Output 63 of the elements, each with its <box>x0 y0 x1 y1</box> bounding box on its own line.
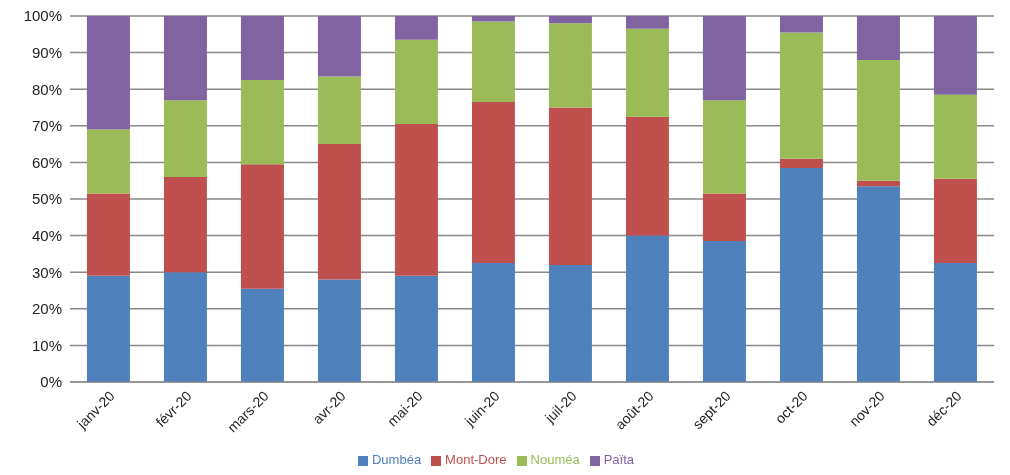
bar <box>933 16 977 95</box>
bar <box>779 158 823 168</box>
bar <box>625 16 669 29</box>
bar <box>240 164 284 289</box>
y-tick-label: 70% <box>31 117 62 135</box>
bar <box>625 116 669 236</box>
bar <box>86 193 130 276</box>
bar <box>856 16 900 60</box>
bar <box>240 288 284 382</box>
bar <box>933 94 977 179</box>
bar <box>625 235 669 382</box>
bar <box>702 193 746 242</box>
legend-label: Mont-Dore <box>445 452 507 467</box>
y-tick-label: 80% <box>31 80 62 98</box>
bar <box>163 16 207 101</box>
bar <box>779 32 823 159</box>
y-tick-label: 40% <box>31 226 62 244</box>
bar <box>471 263 515 382</box>
y-tick-label: 0% <box>40 373 62 391</box>
bar <box>317 144 361 280</box>
bar <box>548 264 592 382</box>
y-tick-label: 50% <box>31 190 62 208</box>
bar <box>317 279 361 382</box>
bar <box>163 177 207 273</box>
legend-label: Païta <box>603 452 635 467</box>
legend-label: Nouméa <box>530 452 580 467</box>
bar <box>702 241 746 382</box>
bar <box>471 102 515 264</box>
bar <box>471 16 515 22</box>
bar <box>856 180 900 187</box>
y-tick-label: 30% <box>31 263 62 281</box>
bar <box>86 129 130 194</box>
y-tick-label: 10% <box>31 336 62 354</box>
bar <box>548 107 592 265</box>
bar <box>702 16 746 101</box>
bar <box>394 275 438 382</box>
bar <box>240 16 284 81</box>
bar <box>394 39 438 124</box>
bar <box>702 100 746 194</box>
bar <box>394 123 438 276</box>
legend-label: Dumbéa <box>371 452 422 467</box>
bar <box>86 16 130 130</box>
y-tick-label: 90% <box>31 43 62 61</box>
y-tick-label: 20% <box>31 300 62 318</box>
bar <box>317 76 361 145</box>
bar <box>471 21 515 103</box>
bar <box>933 178 977 264</box>
bar <box>856 186 900 382</box>
bar <box>625 28 669 117</box>
y-tick-label: 60% <box>31 153 62 171</box>
y-tick-label: 100% <box>23 7 62 25</box>
bar <box>240 80 284 165</box>
bar <box>548 16 592 24</box>
bar <box>779 167 823 382</box>
bar <box>856 59 900 181</box>
bar <box>394 16 438 40</box>
bar <box>933 263 977 382</box>
bar <box>86 275 130 382</box>
bar <box>163 100 207 178</box>
bar <box>163 272 207 382</box>
bar <box>779 16 823 33</box>
bar <box>548 23 592 108</box>
bar <box>317 16 361 77</box>
